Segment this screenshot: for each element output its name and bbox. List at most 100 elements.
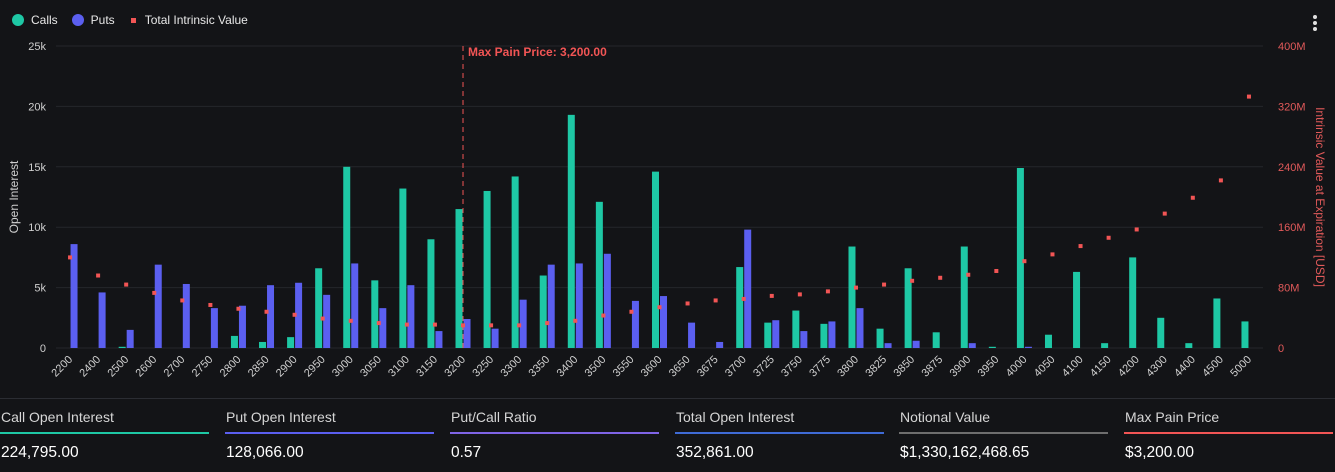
put-bar xyxy=(968,343,976,348)
put-bar xyxy=(1024,346,1032,348)
legend-item-puts[interactable]: Puts xyxy=(71,13,115,27)
stats-divider xyxy=(0,398,1335,399)
legend-item-intrinsic[interactable]: Total Intrinsic Value xyxy=(129,13,248,27)
x-tick-label: 3800 xyxy=(835,354,861,380)
x-tick-label: 3400 xyxy=(555,354,581,380)
x-tick-label: 2400 xyxy=(77,354,103,380)
stat-value: 352,861.00 xyxy=(676,444,754,461)
intrinsic-value-point xyxy=(264,309,269,314)
x-tick-label: 5000 xyxy=(1228,354,1254,380)
intrinsic-value-point xyxy=(601,313,606,318)
x-tick-label: 3350 xyxy=(527,354,553,380)
call-bar xyxy=(399,188,407,348)
x-tick-label: 4200 xyxy=(1116,354,1142,380)
intrinsic-value-point xyxy=(236,306,241,311)
call-bar xyxy=(904,268,912,348)
intrinsic-value-point xyxy=(152,290,157,295)
call-bar xyxy=(848,246,856,348)
intrinsic-value-point xyxy=(1050,252,1055,257)
x-tick-label: 3675 xyxy=(695,354,721,380)
stat-underline xyxy=(450,432,659,434)
put-bar xyxy=(519,299,527,348)
x-tick-label: 2750 xyxy=(190,354,216,380)
intrinsic-value-point xyxy=(376,321,381,326)
max-pain-label: Max Pain Price: 3,200.00 xyxy=(468,45,607,59)
call-bar xyxy=(820,323,828,348)
call-bar xyxy=(315,268,323,348)
intrinsic-value-point xyxy=(1218,178,1223,183)
put-bar xyxy=(98,292,106,348)
intrinsic-value-point xyxy=(320,316,325,321)
y-tick-label: 5k xyxy=(34,283,46,295)
put-bar xyxy=(491,328,499,348)
more-vertical-icon[interactable] xyxy=(1306,12,1324,34)
y2-tick-label: 240M xyxy=(1278,162,1306,174)
intrinsic-value-point xyxy=(68,255,73,260)
call-bar xyxy=(343,166,351,348)
call-bar xyxy=(427,239,435,348)
put-bar xyxy=(744,229,752,348)
stat-label: Put Open Interest xyxy=(226,409,336,425)
intrinsic-value-point xyxy=(432,322,437,327)
y-tick-label: 25k xyxy=(28,41,46,53)
intrinsic-value-point xyxy=(825,289,830,294)
call-bar xyxy=(736,267,744,348)
intrinsic-value-point xyxy=(1246,94,1251,99)
put-bar xyxy=(884,343,892,348)
y-tick-label: 10k xyxy=(28,222,46,234)
legend-label-calls: Calls xyxy=(31,13,58,27)
call-bar xyxy=(230,335,238,348)
stat-label: Max Pain Price xyxy=(1125,409,1220,425)
x-tick-label: 4500 xyxy=(1200,354,1226,380)
call-bar xyxy=(1044,334,1052,348)
call-bar xyxy=(876,328,884,348)
intrinsic-value-point xyxy=(629,309,634,314)
legend-item-calls[interactable]: Calls xyxy=(12,13,58,27)
intrinsic-value-point xyxy=(713,298,718,303)
x-tick-label: 3150 xyxy=(414,354,440,380)
x-tick-label: 4000 xyxy=(1004,354,1030,380)
call-bar xyxy=(1101,343,1109,348)
put-bar xyxy=(828,321,836,348)
intrinsic-value-point xyxy=(1162,211,1167,216)
put-bar xyxy=(210,308,218,348)
put-bar xyxy=(182,283,190,348)
put-bar xyxy=(688,322,696,348)
menu-dot xyxy=(1313,21,1317,25)
stat-label: Call Open Interest xyxy=(1,409,114,425)
intrinsic-value-point xyxy=(124,282,129,287)
call-bar xyxy=(652,171,659,348)
call-bar xyxy=(792,310,800,348)
stat-value: 128,066.00 xyxy=(226,444,304,461)
y-axis-title: Open Interest xyxy=(7,160,21,233)
call-bar xyxy=(511,176,519,348)
stat-label: Put/Call Ratio xyxy=(451,409,537,425)
y2-tick-label: 0 xyxy=(1278,343,1284,355)
intrinsic-value-point xyxy=(1190,195,1195,200)
call-bar xyxy=(483,190,491,348)
x-tick-label: 3700 xyxy=(723,354,749,380)
stat-value: 224,795.00 xyxy=(1,444,79,461)
intrinsic-value-point xyxy=(292,312,297,317)
x-tick-label: 3650 xyxy=(667,354,693,380)
y2-tick-label: 160M xyxy=(1278,222,1306,234)
put-bar xyxy=(351,263,359,348)
intrinsic-value-point xyxy=(797,292,802,297)
put-bar xyxy=(631,300,639,348)
call-bar xyxy=(1073,271,1081,348)
x-tick-label: 3500 xyxy=(583,354,609,380)
y-tick-label: 20k xyxy=(28,101,46,113)
call-bar xyxy=(539,275,547,348)
intrinsic-value-point xyxy=(348,318,353,323)
x-tick-label: 3000 xyxy=(330,354,356,380)
intrinsic-value-point xyxy=(994,268,999,273)
put-bar xyxy=(603,253,611,348)
x-tick-label: 3600 xyxy=(639,354,665,380)
x-tick-label: 3100 xyxy=(386,354,412,380)
call-bar xyxy=(118,346,126,348)
intrinsic-value-point xyxy=(517,323,522,328)
call-bar xyxy=(1185,343,1193,348)
x-tick-label: 3825 xyxy=(863,354,889,380)
menu-dot xyxy=(1313,14,1317,19)
x-tick-label: 2900 xyxy=(274,354,300,380)
